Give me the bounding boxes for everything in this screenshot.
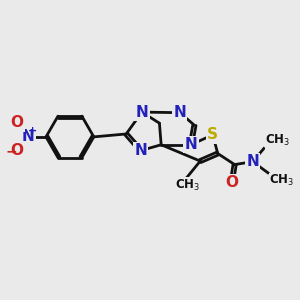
Text: CH$_3$: CH$_3$ xyxy=(265,133,290,148)
Text: N: N xyxy=(22,129,34,144)
Text: O: O xyxy=(10,116,23,130)
Text: O: O xyxy=(225,175,238,190)
Text: N: N xyxy=(173,105,186,120)
Text: +: + xyxy=(27,126,37,136)
Text: N: N xyxy=(134,143,147,158)
Text: −: − xyxy=(6,145,17,158)
Text: S: S xyxy=(207,127,218,142)
Text: CH$_3$: CH$_3$ xyxy=(175,178,200,193)
Text: N: N xyxy=(184,137,197,152)
Text: CH$_3$: CH$_3$ xyxy=(269,173,295,188)
Text: N: N xyxy=(246,154,259,169)
Text: N: N xyxy=(136,105,148,120)
Text: O: O xyxy=(10,143,23,158)
